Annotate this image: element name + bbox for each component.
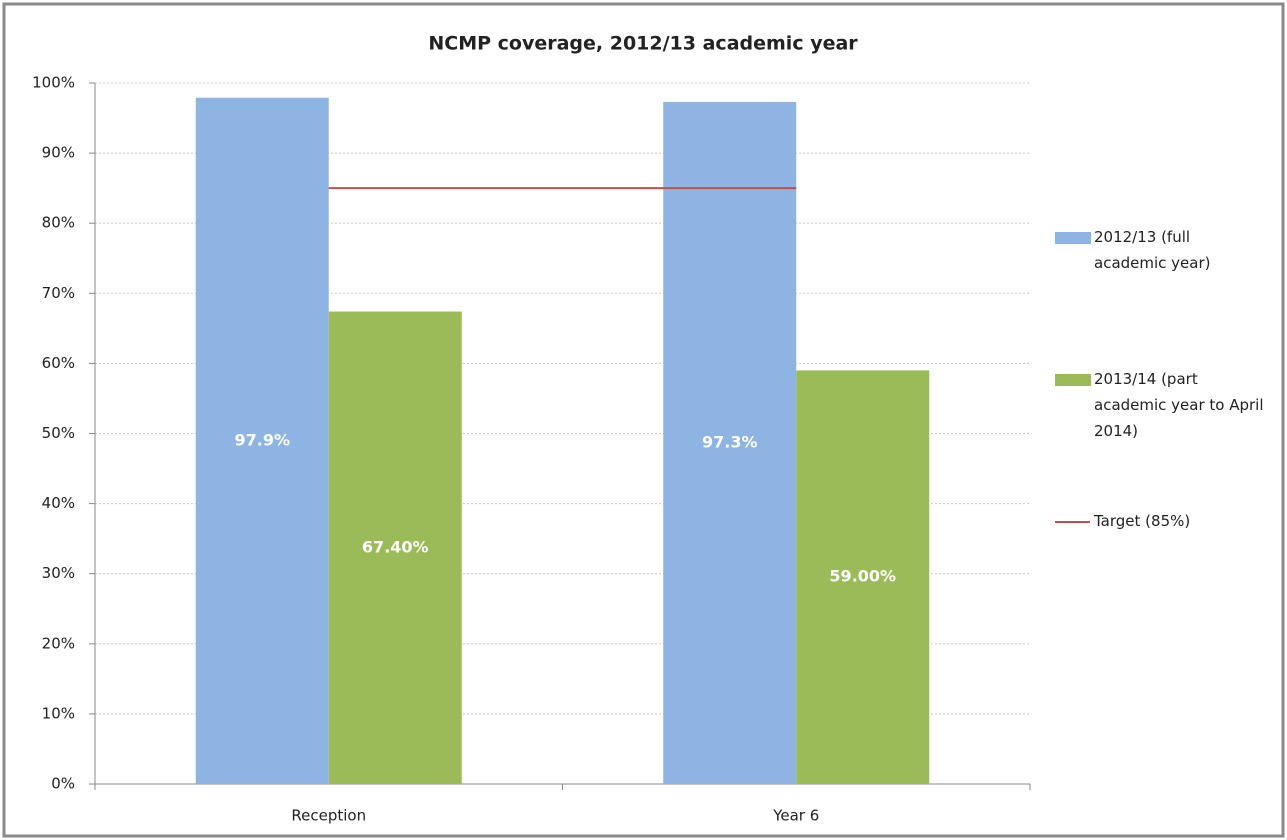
legend-label: Target (85%) bbox=[1094, 512, 1191, 530]
bar bbox=[195, 97, 329, 784]
y-tick-label: 20% bbox=[42, 634, 75, 652]
bar bbox=[796, 370, 930, 784]
y-tick-label: 70% bbox=[42, 284, 75, 302]
chart-title: NCMP coverage, 2012/13 academic year bbox=[428, 33, 858, 55]
legend-swatch bbox=[1055, 232, 1091, 244]
bar bbox=[328, 311, 462, 784]
x-tick-label: Reception bbox=[291, 807, 366, 825]
y-tick-label: 90% bbox=[42, 144, 75, 162]
y-tick-label: 50% bbox=[42, 424, 75, 442]
bar bbox=[663, 101, 797, 784]
y-tick-label: 40% bbox=[42, 494, 75, 512]
y-tick-label: 0% bbox=[51, 775, 75, 793]
legend-label: 2013/14 (part academic year to April 201… bbox=[1094, 370, 1264, 440]
y-tick-label: 60% bbox=[42, 354, 75, 372]
y-tick-label: 80% bbox=[42, 214, 75, 232]
x-tick-label: Year 6 bbox=[772, 807, 819, 825]
y-tick-label: 100% bbox=[32, 74, 75, 92]
y-tick-label: 10% bbox=[42, 704, 75, 722]
y-tick-label: 30% bbox=[42, 564, 75, 582]
data-label: 97.9% bbox=[234, 430, 290, 449]
legend-label: 2012/13 (full academic year) bbox=[1094, 228, 1211, 272]
legend-swatch bbox=[1055, 374, 1091, 386]
data-label: 67.40% bbox=[362, 537, 429, 556]
data-label: 59.00% bbox=[829, 567, 896, 586]
data-label: 97.3% bbox=[702, 432, 758, 451]
